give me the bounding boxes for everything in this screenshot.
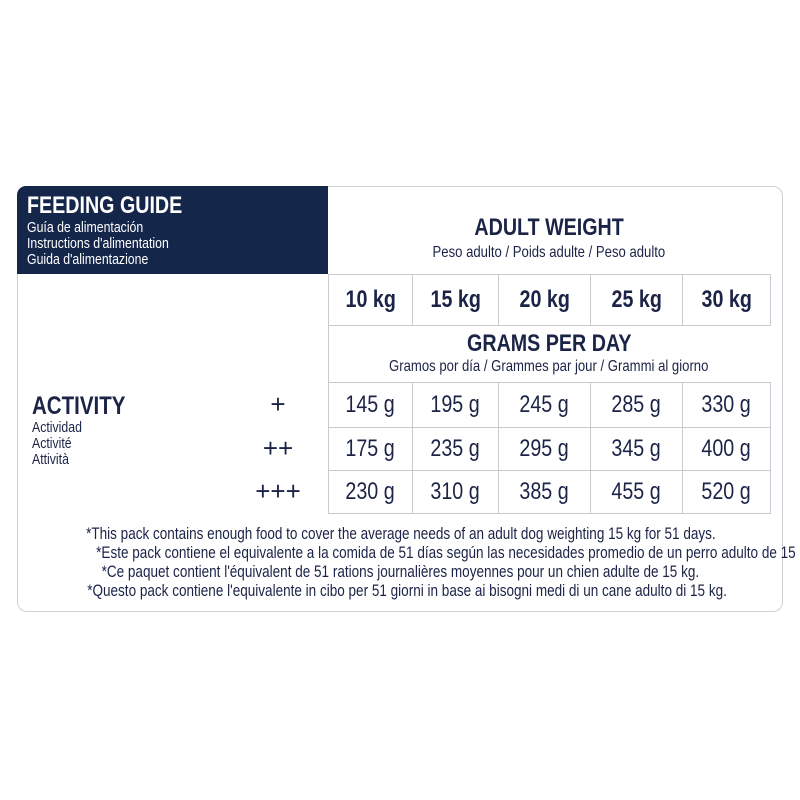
activity-it: Attività: [32, 451, 69, 468]
footnote-es: *Este pack contiene el equivalente a la …: [96, 544, 800, 562]
weight-header-cell: 20 kg: [498, 274, 591, 326]
subtitle-fr: Instructions d'alimentation: [27, 235, 169, 252]
feeding-guide-header: FEEDING GUIDE Guía de alimentación Instr…: [17, 186, 328, 274]
activity-title: ACTIVITY: [32, 392, 126, 420]
grams-cell: 345 g: [590, 427, 683, 471]
weight-header-cell: 30 kg: [682, 274, 771, 326]
weight-label: 30 kg: [701, 286, 752, 313]
grams-value: 235 g: [430, 435, 481, 462]
grams-cell: 520 g: [682, 470, 771, 514]
weight-header-cell: 10 kg: [328, 274, 413, 326]
grams-cell: 175 g: [328, 427, 413, 471]
grams-cell: 295 g: [498, 427, 591, 471]
subtitle-it: Guida d'alimentazione: [27, 251, 149, 268]
grams-cell: 230 g: [328, 470, 413, 514]
grams-header-cell: [328, 325, 770, 383]
grams-cell: 235 g: [412, 427, 499, 471]
grams-per-day-title: GRAMS PER DAY: [466, 330, 632, 357]
grams-cell: 195 g: [412, 382, 499, 428]
grams-cell: 400 g: [682, 427, 771, 471]
footnote-fr: *Ce paquet contient l'équivalent de 51 r…: [101, 563, 699, 581]
weight-header-cell: 25 kg: [590, 274, 683, 326]
grams-cell: 145 g: [328, 382, 413, 428]
feeding-guide-title: FEEDING GUIDE: [27, 192, 183, 219]
grams-value: 175 g: [345, 435, 396, 462]
grams-value: 455 g: [611, 478, 662, 505]
weight-label: 20 kg: [519, 286, 570, 313]
weight-label: 10 kg: [345, 286, 396, 313]
grams-value: 285 g: [611, 391, 662, 418]
feeding-guide-card: [17, 186, 783, 612]
subtitle-es: Guía de alimentación: [27, 219, 144, 236]
grams-per-day-subtitle: Gramos por día / Grammes par jour / Gram…: [389, 358, 709, 375]
activity-level: +: [270, 389, 286, 419]
weight-label: 25 kg: [611, 286, 662, 313]
grams-value: 245 g: [519, 391, 570, 418]
grams-value: 520 g: [701, 478, 752, 505]
grams-value: 230 g: [345, 478, 396, 505]
grams-cell: 285 g: [590, 382, 683, 428]
grams-cell: 245 g: [498, 382, 591, 428]
activity-level: +++: [255, 476, 301, 506]
grams-value: 295 g: [519, 435, 570, 462]
grams-value: 330 g: [701, 391, 752, 418]
grams-value: 195 g: [430, 391, 481, 418]
grams-value: 385 g: [519, 478, 570, 505]
grams-value: 345 g: [611, 435, 662, 462]
activity-fr: Activité: [32, 435, 72, 452]
grams-cell: 385 g: [498, 470, 591, 514]
grams-cell: 330 g: [682, 382, 771, 428]
weight-label: 15 kg: [430, 286, 481, 313]
weight-header-cell: 15 kg: [412, 274, 499, 326]
grams-cell: 310 g: [412, 470, 499, 514]
footnote-it: *Questo pack contiene l'equivalente in c…: [87, 582, 727, 600]
grams-value: 310 g: [430, 478, 481, 505]
adult-weight-title: ADULT WEIGHT: [474, 214, 624, 241]
activity-es: Actividad: [32, 419, 82, 436]
grams-value: 400 g: [701, 435, 752, 462]
grams-value: 145 g: [345, 391, 396, 418]
footnote-en: *This pack contains enough food to cover…: [86, 525, 716, 543]
adult-weight-subtitle: Peso adulto / Poids adulte / Peso adulto: [432, 244, 666, 261]
activity-level: ++: [262, 433, 294, 463]
grams-cell: 455 g: [590, 470, 683, 514]
